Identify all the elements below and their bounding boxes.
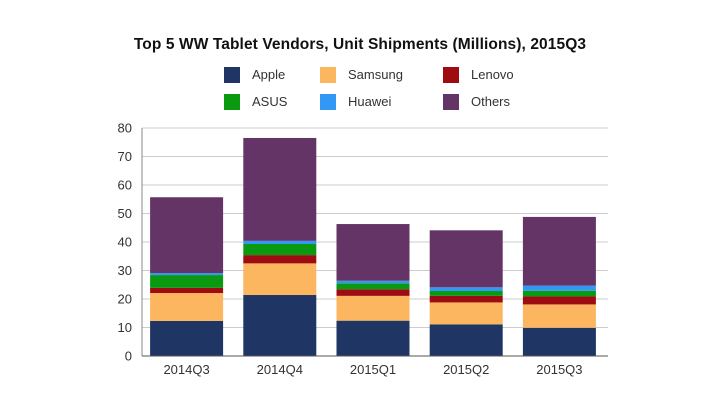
bar-segment-others-2015q1 (336, 224, 410, 281)
y-tick-label: 20 (118, 292, 132, 307)
x-tick-label: 2015Q3 (536, 362, 582, 377)
bar-segment-huawei-2015q3 (522, 285, 596, 291)
bar-segment-others-2015q3 (522, 216, 596, 286)
legend-label: Apple (252, 67, 286, 82)
legend-swatch (320, 93, 336, 110)
legend-item-samsung: Samsung (320, 66, 403, 83)
x-tick-label: 2014Q4 (257, 362, 303, 377)
bar-segment-apple-2014q4 (243, 295, 317, 356)
chart-title: Top 5 WW Tablet Vendors, Unit Shipments … (133, 36, 587, 53)
y-tick-label: 0 (125, 349, 132, 364)
legend-item-apple: Apple (224, 66, 285, 83)
x-tick-label: 2014Q3 (163, 362, 209, 377)
bar-segment-lenovo-2015q3 (522, 296, 596, 305)
y-tick-label: 70 (118, 149, 132, 164)
bar-segment-asus-2014q3 (150, 275, 224, 288)
bar-segment-lenovo-2014q4 (243, 255, 317, 264)
bar-segment-asus-2015q3 (522, 290, 596, 297)
bar-segment-apple-2015q3 (522, 327, 596, 356)
legend-swatch (224, 66, 240, 83)
bar-segment-lenovo-2015q2 (429, 295, 503, 303)
legend-label: Others (471, 94, 511, 109)
bar-segment-huawei-2014q4 (243, 240, 317, 244)
bar-segment-samsung-2014q3 (150, 293, 224, 321)
y-tick-label: 60 (118, 178, 132, 193)
bar-segment-others-2014q3 (150, 197, 224, 274)
bar-segment-others-2014q4 (243, 137, 317, 241)
bar-segment-others-2015q2 (429, 230, 503, 288)
bar-segment-huawei-2015q2 (429, 287, 503, 292)
legend-swatch (224, 93, 240, 110)
bar-segment-apple-2015q2 (429, 324, 503, 356)
x-tick-label: 2015Q2 (443, 362, 489, 377)
legend-swatch (320, 66, 336, 83)
bar-segment-asus-2015q1 (336, 283, 410, 290)
bar-segment-lenovo-2014q3 (150, 287, 224, 294)
bar-segment-apple-2014q3 (150, 320, 224, 356)
legend-item-asus: ASUS (224, 93, 287, 110)
y-tick-label: 40 (118, 235, 132, 250)
bar-segment-lenovo-2015q1 (336, 289, 410, 296)
bar-segment-samsung-2015q1 (336, 295, 410, 321)
bar-segment-samsung-2015q3 (522, 304, 596, 328)
legend-label: Samsung (348, 67, 403, 82)
legend-swatch (443, 66, 459, 83)
legend-label: Huawei (348, 94, 392, 109)
bar-segment-samsung-2014q4 (243, 263, 317, 296)
y-tick-label: 10 (118, 320, 132, 335)
bar-segment-asus-2015q2 (429, 291, 503, 296)
legend-swatch (443, 93, 459, 110)
legend-label: Lenovo (471, 67, 514, 82)
legend-item-huawei: Huawei (320, 93, 391, 110)
bar-segment-asus-2014q4 (243, 243, 317, 256)
bar-segment-samsung-2015q2 (429, 302, 503, 325)
bar-segment-huawei-2015q1 (336, 280, 410, 284)
y-tick-label: 30 (118, 263, 132, 278)
x-tick-label: 2015Q1 (350, 362, 396, 377)
bar-segment-apple-2015q1 (336, 320, 410, 356)
bar-segment-huawei-2014q3 (150, 273, 224, 276)
legend-item-others: Others (443, 93, 510, 110)
y-tick-label: 50 (118, 206, 132, 221)
y-tick-label: 80 (118, 121, 132, 136)
legend-label: ASUS (252, 94, 288, 109)
legend-item-lenovo: Lenovo (443, 66, 514, 83)
